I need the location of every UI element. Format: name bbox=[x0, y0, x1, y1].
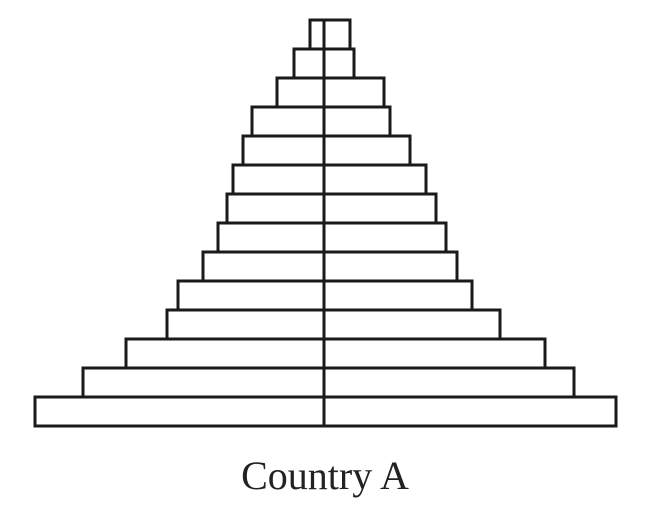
right-bar-age-group-9 bbox=[322, 163, 428, 196]
left-bar-age-group-10 bbox=[241, 134, 326, 167]
left-bar-age-group-5 bbox=[176, 279, 326, 312]
left-bar-age-group-13 bbox=[292, 47, 326, 80]
left-bar-age-group-3 bbox=[124, 337, 326, 370]
chart-title: Country A bbox=[241, 453, 409, 498]
left-bar-age-group-2 bbox=[81, 366, 326, 399]
right-bar-age-group-7 bbox=[322, 221, 448, 254]
right-bar-age-group-2 bbox=[322, 366, 576, 399]
right-bar-age-group-8 bbox=[322, 192, 438, 225]
left-bar-age-group-7 bbox=[216, 221, 326, 254]
left-bar-age-group-9 bbox=[231, 163, 326, 196]
left-bar-age-group-6 bbox=[201, 250, 326, 283]
right-bar-age-group-1 bbox=[322, 395, 618, 428]
right-bar-age-group-13 bbox=[322, 47, 356, 80]
left-bar-age-group-14 bbox=[308, 18, 326, 51]
right-bars-group bbox=[322, 18, 618, 428]
right-bar-age-group-14 bbox=[322, 18, 352, 51]
right-bar-age-group-5 bbox=[322, 279, 474, 312]
right-bar-age-group-4 bbox=[322, 308, 502, 341]
left-bar-age-group-1 bbox=[33, 395, 326, 428]
right-bar-age-group-12 bbox=[322, 76, 386, 109]
left-bar-age-group-4 bbox=[165, 308, 326, 341]
left-bar-age-group-11 bbox=[250, 105, 326, 138]
right-bar-age-group-6 bbox=[322, 250, 459, 283]
left-bars-group bbox=[33, 18, 326, 428]
right-bar-age-group-3 bbox=[322, 337, 547, 370]
right-bar-age-group-11 bbox=[322, 105, 392, 138]
right-bar-age-group-10 bbox=[322, 134, 412, 167]
left-bar-age-group-12 bbox=[275, 76, 326, 109]
left-bar-age-group-8 bbox=[225, 192, 326, 225]
